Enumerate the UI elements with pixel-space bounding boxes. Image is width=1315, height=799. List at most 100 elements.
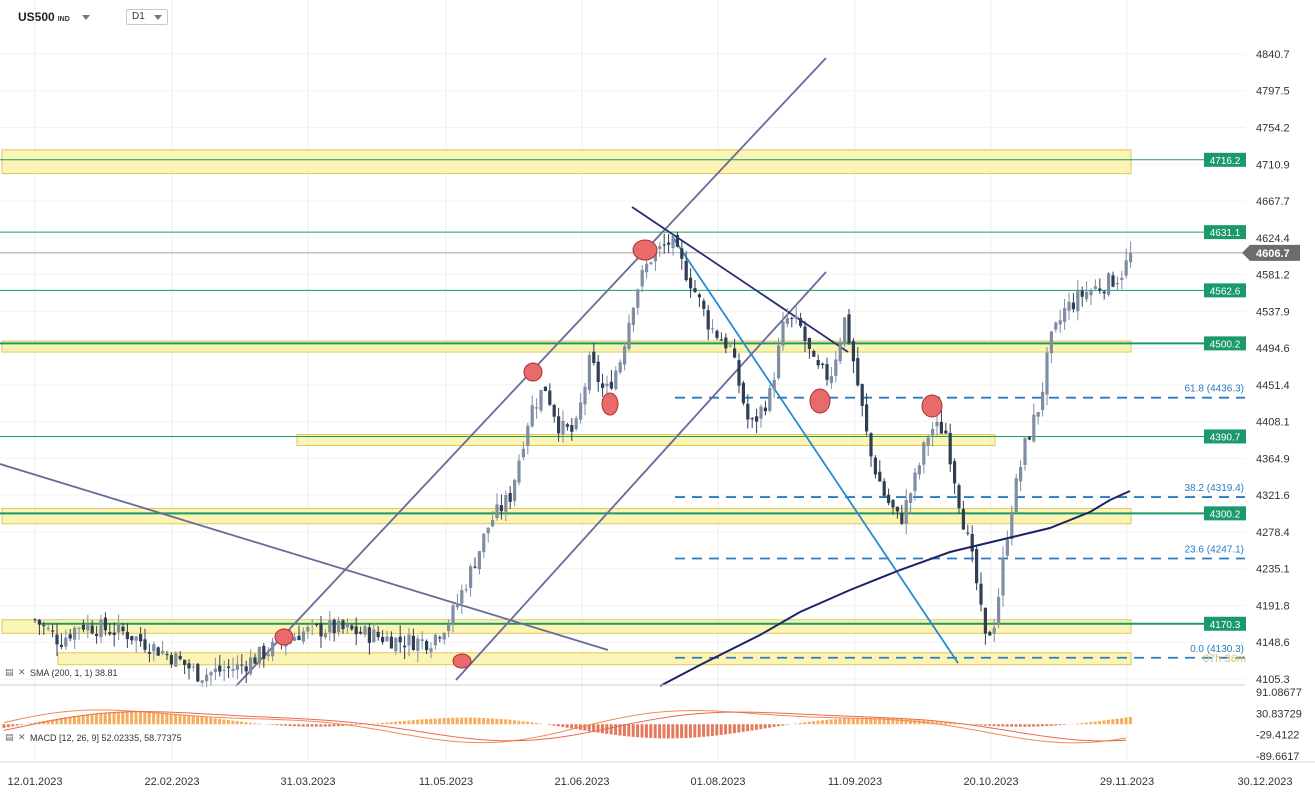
macd-bar bbox=[1054, 724, 1058, 726]
macd-bar bbox=[424, 719, 428, 725]
macd-bar bbox=[600, 724, 604, 734]
candle-body bbox=[623, 346, 627, 365]
candle-body bbox=[939, 421, 943, 434]
candle-body bbox=[293, 637, 297, 641]
candle-body bbox=[873, 457, 877, 475]
candle-body bbox=[719, 339, 723, 341]
level-badge-3 bbox=[1204, 336, 1246, 351]
candle-body bbox=[517, 460, 521, 483]
macd-bar bbox=[2, 724, 6, 728]
macd-bar bbox=[776, 724, 780, 727]
macd-bar bbox=[829, 719, 833, 725]
macd-bar bbox=[847, 718, 851, 725]
macd-bar bbox=[1084, 722, 1088, 725]
level-badge-0 bbox=[1204, 152, 1246, 167]
macd-bar bbox=[992, 724, 996, 727]
candle-body bbox=[196, 663, 200, 682]
price-tick-12: 4321.6 bbox=[1256, 490, 1290, 502]
macd-bar bbox=[429, 718, 433, 725]
candle-body bbox=[1005, 539, 1009, 556]
fib-label-2: 23.6 (4247.1) bbox=[1185, 544, 1245, 555]
candle-body bbox=[218, 665, 222, 672]
candle-body bbox=[618, 362, 622, 373]
candle-body bbox=[1014, 478, 1018, 513]
candle-body bbox=[1019, 467, 1023, 482]
macd-bar bbox=[539, 723, 543, 725]
candle-body bbox=[539, 389, 543, 411]
candle-body bbox=[86, 623, 90, 631]
macd-bar bbox=[156, 712, 160, 725]
macd-bar bbox=[204, 717, 208, 725]
support-zone-6 bbox=[1, 619, 1132, 634]
candle-body bbox=[988, 631, 992, 636]
macd-bar bbox=[878, 717, 882, 725]
candle-body bbox=[689, 277, 693, 289]
macd-bar bbox=[59, 717, 63, 725]
macd-bar bbox=[1098, 720, 1102, 725]
candle-body bbox=[1107, 273, 1111, 295]
candle-body bbox=[354, 626, 358, 635]
macd-bar bbox=[798, 722, 802, 725]
current-price-badge bbox=[1242, 244, 1300, 261]
candle-body bbox=[645, 263, 649, 273]
macd-bar bbox=[706, 724, 710, 737]
date-tick-4: 21.06.2023 bbox=[554, 776, 609, 788]
candle-body bbox=[121, 626, 125, 632]
macd-bar bbox=[886, 718, 890, 725]
price-tick-7: 4537.9 bbox=[1256, 306, 1290, 318]
chart-type-icon: ▤ bbox=[5, 732, 14, 742]
candle-body bbox=[1023, 437, 1027, 465]
candle-body bbox=[37, 619, 41, 625]
price-tick-14: 4235.1 bbox=[1256, 564, 1290, 576]
macd-bar bbox=[794, 723, 798, 725]
price-tick-8: 4494.6 bbox=[1256, 343, 1290, 355]
candle-body bbox=[557, 416, 561, 434]
macd-bar bbox=[649, 724, 653, 739]
pattern-marker-6 bbox=[452, 653, 472, 669]
support-zone-3 bbox=[1, 340, 1132, 353]
candle-body bbox=[530, 405, 534, 427]
candle-body bbox=[543, 386, 547, 392]
trendline-4 bbox=[671, 235, 959, 664]
candle-body bbox=[1085, 291, 1089, 300]
candle-body bbox=[878, 471, 882, 482]
candle-body bbox=[711, 328, 715, 330]
macd-bar bbox=[372, 723, 376, 725]
macd-bar bbox=[781, 724, 785, 726]
price-tick-16: 4148.6 bbox=[1256, 637, 1290, 649]
macd-bar bbox=[530, 722, 534, 725]
fib-label-0: 61.8 (4436.3) bbox=[1185, 384, 1245, 395]
macd-bar bbox=[741, 724, 745, 732]
candle-body bbox=[601, 383, 605, 388]
candle-body bbox=[680, 248, 684, 259]
macd-bar bbox=[869, 717, 873, 725]
candle-body bbox=[51, 630, 55, 632]
level-label-2: 4562.6 bbox=[1210, 286, 1241, 297]
candle-body bbox=[856, 358, 860, 386]
candle-body bbox=[81, 625, 85, 630]
macd-bar bbox=[684, 724, 688, 738]
macd-bar bbox=[336, 724, 340, 727]
candle-body bbox=[1076, 291, 1080, 312]
level-badge-1 bbox=[1204, 225, 1246, 240]
macd-line bbox=[3, 709, 1127, 744]
candle-body bbox=[394, 637, 398, 652]
close-icon[interactable]: ✕ bbox=[18, 732, 26, 742]
macd-bar bbox=[358, 724, 362, 725]
candle-body bbox=[662, 244, 666, 246]
candle-body bbox=[345, 624, 349, 628]
candle-body bbox=[825, 364, 829, 380]
candle-body bbox=[147, 652, 151, 654]
candle-body bbox=[271, 641, 275, 657]
candle-body bbox=[895, 506, 899, 512]
close-icon[interactable]: ✕ bbox=[18, 667, 26, 677]
macd-bar bbox=[596, 724, 600, 733]
symbol-selector[interactable]: US500 IND bbox=[18, 10, 70, 30]
chevron-down-icon[interactable] bbox=[82, 15, 90, 20]
macd-bar bbox=[732, 724, 736, 734]
macd-bar bbox=[754, 724, 758, 730]
level-label-3: 4500.2 bbox=[1210, 339, 1241, 350]
timeframe-selector[interactable]: D1 bbox=[126, 9, 168, 25]
candle-body bbox=[579, 402, 583, 420]
